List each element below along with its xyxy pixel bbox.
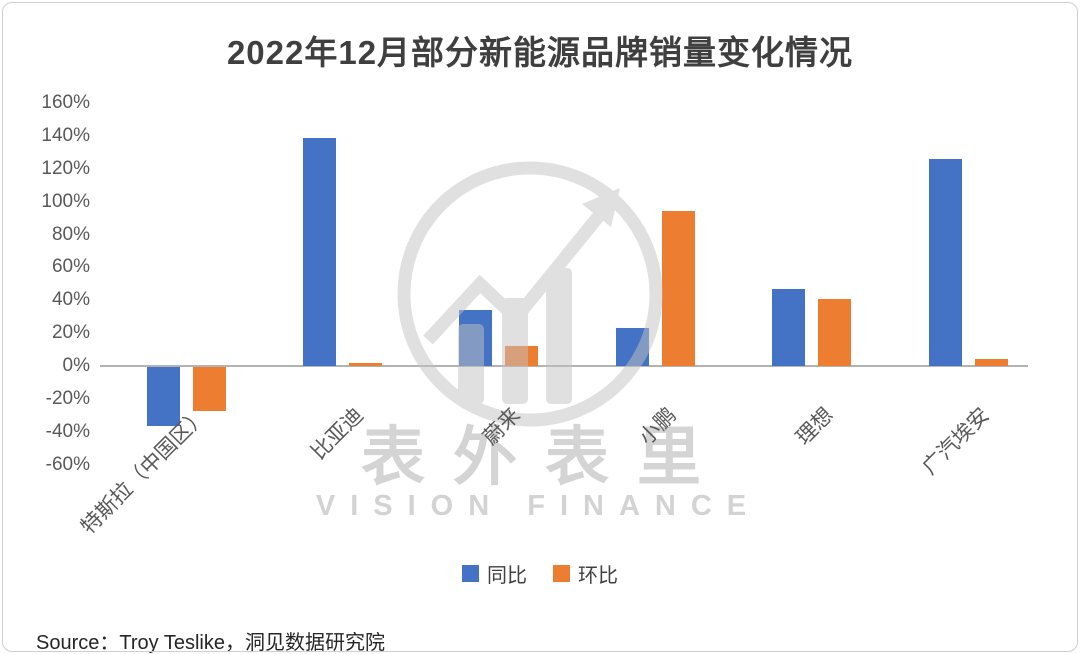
bar-环比-比亚迪 — [348, 362, 382, 366]
bar-同比-理想 — [772, 288, 806, 366]
y-tick-label: 0% — [62, 355, 90, 376]
chart-title: 2022年12月部分新能源品牌销量变化情况 — [226, 34, 854, 71]
y-tick-label: -20% — [45, 387, 90, 409]
bar-环比-理想 — [818, 298, 852, 366]
legend-swatch — [553, 565, 570, 582]
x-category-label: 小鹏 — [635, 403, 682, 450]
y-tick-label: 20% — [51, 322, 90, 344]
y-tick-label: 60% — [51, 256, 90, 278]
bar-同比-比亚迪 — [302, 137, 336, 366]
y-tick-label: -60% — [45, 453, 90, 475]
legend-label: 环比 — [578, 565, 618, 587]
bar-环比-广汽埃安 — [974, 359, 1008, 366]
x-category-label: 蔚来 — [478, 403, 525, 450]
x-axis-baseline — [100, 365, 1028, 367]
y-tick-label: 40% — [51, 289, 90, 311]
bar-同比-小鹏 — [615, 328, 649, 366]
bar-同比-特斯拉（中国区） — [146, 367, 180, 427]
y-tick-label: 100% — [41, 190, 90, 212]
bar-同比-蔚来 — [459, 310, 493, 366]
y-tick-label: 160% — [41, 92, 90, 113]
legend: 同比 环比 — [0, 559, 1080, 588]
legend-item-同比: 同比 — [462, 559, 527, 588]
y-tick-label: 140% — [41, 124, 90, 146]
bar-环比-特斯拉（中国区） — [192, 367, 226, 412]
bar-同比-广汽埃安 — [928, 158, 962, 366]
legend-swatch — [462, 565, 479, 582]
x-category-label: 特斯拉（中国区） — [76, 403, 212, 539]
watermark-subbrand-text: VISION FINANCE — [315, 490, 762, 522]
x-category-label: 理想 — [791, 403, 838, 450]
legend-item-环比: 环比 — [553, 559, 618, 588]
legend-label: 同比 — [487, 565, 527, 587]
y-tick-label: 80% — [51, 223, 90, 245]
y-tick-label: 120% — [41, 157, 90, 179]
bar-环比-蔚来 — [505, 346, 539, 366]
y-tick-label: -40% — [45, 420, 90, 442]
x-category-label: 比亚迪 — [307, 403, 369, 465]
source-text: Source：Troy Teslike，洞见数据研究院 — [36, 632, 385, 654]
bar-环比-小鹏 — [661, 211, 695, 366]
x-category-label: 广汽埃安 — [918, 403, 994, 480]
